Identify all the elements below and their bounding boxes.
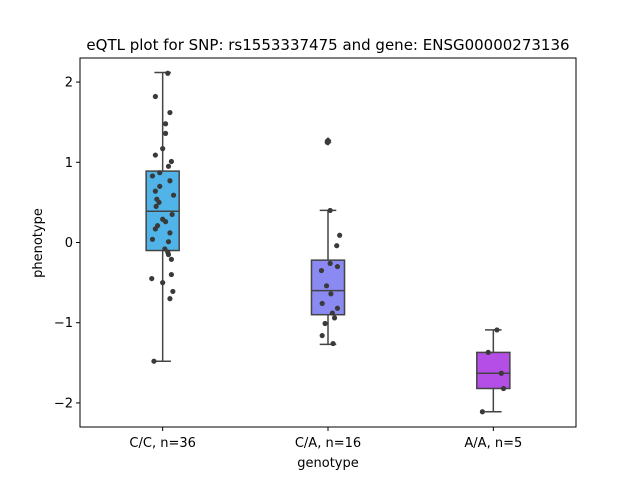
- data-point: [323, 283, 330, 289]
- data-point: [152, 152, 158, 158]
- data-point: [149, 275, 155, 282]
- y-axis: −2 −1 0 1 2: [54, 76, 80, 411]
- data-point: [168, 271, 174, 278]
- data-point: [170, 192, 177, 198]
- data-point: [500, 385, 507, 392]
- data-point: [494, 327, 500, 333]
- data-point: [328, 291, 334, 297]
- data-point: [167, 178, 173, 184]
- data-point: [498, 370, 504, 376]
- data-point: [160, 146, 166, 152]
- data-point: [337, 232, 343, 238]
- data-point: [156, 199, 162, 205]
- plot-area: [145, 70, 511, 415]
- data-point: [157, 170, 163, 176]
- y-tick-label: −1: [54, 316, 73, 331]
- data-point: [319, 300, 325, 307]
- data-point: [162, 121, 169, 127]
- box-group: [310, 137, 346, 346]
- data-point: [152, 226, 158, 232]
- data-point: [330, 340, 336, 347]
- data-point: [149, 173, 156, 179]
- data-point: [168, 256, 174, 262]
- x-tick-label: C/C, n=36: [129, 436, 195, 451]
- data-point: [152, 188, 158, 194]
- y-tick-label: 1: [65, 156, 73, 171]
- data-point: [334, 263, 341, 270]
- data-point: [152, 93, 158, 100]
- data-point: [167, 296, 173, 302]
- y-axis-label: phenotype: [31, 208, 46, 278]
- data-point: [324, 139, 330, 145]
- data-point: [319, 332, 325, 339]
- data-point: [165, 163, 172, 169]
- data-point: [322, 320, 328, 327]
- y-tick-label: 0: [65, 236, 73, 251]
- data-point: [334, 243, 340, 249]
- data-point: [165, 70, 171, 76]
- data-point: [170, 288, 176, 295]
- data-point: [151, 358, 157, 364]
- data-point: [153, 203, 159, 210]
- x-axis: C/C, n=36 C/A, n=16 A/A, n=5: [129, 427, 522, 451]
- data-point: [479, 409, 486, 415]
- data-point: [168, 158, 174, 165]
- data-point: [329, 310, 335, 316]
- data-point: [149, 236, 156, 242]
- chart-title: eQTL plot for SNP: rs1553337475 and gene…: [86, 36, 569, 54]
- data-point: [318, 267, 325, 274]
- x-axis-label: genotype: [297, 456, 358, 471]
- data-point: [162, 219, 169, 225]
- box-group: [476, 329, 511, 413]
- data-point: [327, 207, 333, 214]
- data-point: [327, 260, 333, 266]
- box: [476, 351, 511, 390]
- data-point: [167, 109, 173, 116]
- x-tick-label: A/A, n=5: [464, 436, 522, 451]
- x-tick-label: C/A, n=16: [295, 436, 361, 451]
- data-point: [160, 280, 166, 286]
- data-point: [162, 130, 169, 137]
- data-point: [169, 211, 175, 218]
- data-point: [167, 230, 173, 236]
- data-point: [157, 183, 163, 189]
- y-tick-label: −2: [54, 396, 73, 411]
- y-tick-label: 2: [65, 76, 73, 91]
- data-point: [485, 349, 491, 355]
- data-point: [331, 315, 338, 321]
- data-point: [165, 251, 172, 258]
- data-point: [165, 239, 172, 245]
- data-point: [334, 305, 341, 311]
